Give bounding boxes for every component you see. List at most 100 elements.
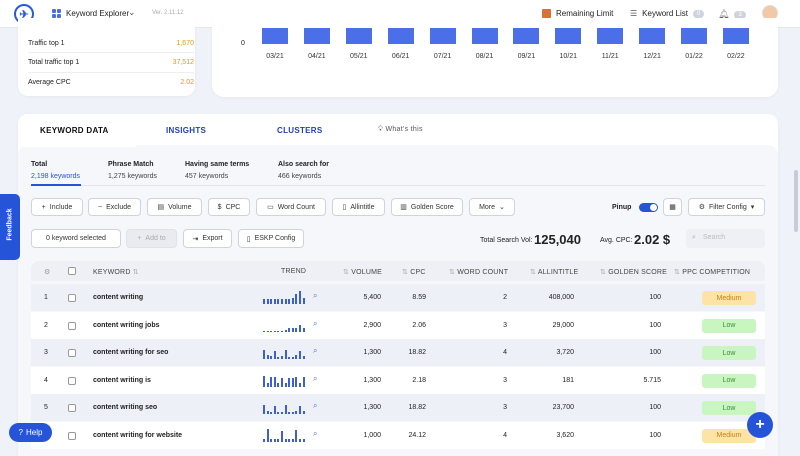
total-search-vol-label: Total Search Vol: — [480, 237, 533, 244]
include-filter-button[interactable]: + Include — [31, 198, 83, 216]
feedback-tab[interactable]: Feedback — [0, 194, 20, 260]
search-icon[interactable]: ⌕ — [313, 346, 318, 355]
caret-down-icon: ▾ — [750, 204, 755, 211]
allintitle-cell: 3,620 — [556, 431, 574, 439]
trend-bar — [295, 429, 298, 442]
search-icon: ⌕ — [692, 234, 696, 241]
filter-config-button[interactable]: ⚙ Filter Config ▾ — [688, 198, 765, 216]
golden-score-filter-button[interactable]: ▥ Golden Score — [391, 198, 463, 216]
search-input[interactable]: ⌕ Search — [686, 229, 765, 248]
scrollbar[interactable] — [794, 170, 798, 232]
keyword-cell: content writing for seo — [93, 349, 169, 356]
help-button[interactable]: ? Help — [9, 423, 52, 442]
table-row[interactable]: 5 content writing seo ⌕ 1,300 18.82 3 23,700 10… — [31, 394, 765, 421]
allintitle-filter-button[interactable]: ▯ Allintitle — [332, 198, 385, 216]
trend-bar — [281, 299, 283, 304]
col-golden-score[interactable]: ⇅ GOLDEN SCORE — [600, 268, 667, 276]
row-number: 3 — [44, 349, 48, 356]
box-icon — [542, 9, 551, 18]
tab-clusters[interactable]: CLUSTERS — [277, 126, 323, 135]
trend-bar — [288, 299, 291, 304]
trend-bar — [299, 382, 301, 387]
trend-bar — [273, 299, 276, 304]
table-row[interactable]: 6content writing for website⌕1,00024.124… — [31, 421, 765, 449]
word-count-cell: 2 — [503, 294, 507, 301]
table-row[interactable]: 4 content writing is ⌕ 1,300 2.18 3 181 5.715 Lo… — [31, 366, 765, 394]
notifications-button[interactable]: 🔔︎ 3 — [718, 9, 746, 20]
chevron-down-icon[interactable]: ⌄ — [128, 7, 136, 17]
row-checkbox[interactable] — [68, 349, 76, 357]
columns-button[interactable]: ▦ — [663, 198, 682, 216]
month-label: 03/21 — [266, 53, 284, 60]
add-to-button[interactable]: + Add to — [126, 229, 177, 248]
subtab-same-terms-count[interactable]: 457 keywords — [185, 173, 229, 180]
selected-count-text: 0 keyword selected — [46, 235, 106, 242]
remaining-limit-button[interactable]: Remaining Limit — [542, 9, 613, 18]
export-button[interactable]: ⇥ Export — [183, 229, 232, 248]
volume-filter-button[interactable]: ▤ Volume — [147, 198, 202, 216]
subtab-phrase-match-count[interactable]: 1,275 keywords — [108, 173, 158, 180]
subtab-phrase-match[interactable]: Phrase Match — [108, 161, 154, 168]
trend-bar — [288, 438, 291, 442]
more-filters-button[interactable]: More ⌄ — [469, 198, 515, 216]
trend-bar — [266, 355, 269, 359]
col-volume-label: VOLUME — [351, 269, 382, 276]
col-ppc-competition[interactable]: ⇅ PPC COMPETITION — [674, 268, 750, 276]
keyword-cell: content writing seo — [93, 404, 158, 411]
trend-bar — [281, 377, 283, 387]
exclude-filter-button[interactable]: − Exclude — [88, 198, 141, 216]
month-bar — [722, 28, 749, 44]
whats-this-link[interactable]: 💡︎ What's this — [378, 126, 423, 134]
month-bar — [262, 28, 288, 44]
add-fab-button[interactable]: + — [747, 412, 773, 438]
trend-bar — [284, 299, 287, 304]
search-icon[interactable]: ⌕ — [313, 318, 318, 328]
search-icon[interactable]: ⌕ — [313, 291, 318, 300]
word-count-filter-button[interactable]: ▭ Word Count — [256, 198, 326, 216]
tab-insights[interactable]: INSIGHTS — [166, 126, 207, 135]
search-icon[interactable]: ⌕ — [313, 428, 318, 438]
col-allintitle[interactable]: ⇅ ALLINTITLE — [530, 268, 578, 276]
col-volume[interactable]: ⇅ VOLUME — [343, 268, 382, 276]
subtab-same-terms[interactable]: Having same terms — [185, 161, 250, 168]
subtab-total-count[interactable]: 2,198 keywords — [31, 173, 81, 180]
col-cpc[interactable]: ⇅ CPC — [402, 268, 426, 276]
list-icon: ☰ — [630, 9, 638, 18]
subtab-total[interactable]: Total — [31, 161, 48, 168]
col-keyword[interactable]: KEYWORD ⇅ — [93, 268, 139, 276]
search-icon[interactable]: ⌕ — [313, 373, 318, 383]
subtab-also-search[interactable]: Also search for — [278, 161, 329, 168]
cpc-cell: 18.82 — [408, 404, 426, 411]
table-row[interactable]: 3 content writing for seo ⌕ 1,300 18.82 4 3,72… — [31, 339, 765, 366]
divider — [28, 52, 194, 53]
keyword-list-button[interactable]: ☰ Keyword List 0 — [630, 9, 705, 18]
keyword-cell: content writing for website — [93, 431, 183, 439]
search-placeholder: Search — [703, 234, 726, 241]
row-checkbox[interactable] — [68, 404, 76, 412]
plus-icon: + — [41, 203, 46, 211]
cpc-filter-button[interactable]: $ CPC — [208, 198, 250, 216]
subtab-also-search-count[interactable]: 466 keywords — [278, 173, 322, 180]
tab-keyword-data[interactable]: KEYWORD DATA — [40, 126, 109, 135]
row-checkbox[interactable] — [68, 431, 76, 440]
app-name[interactable]: Keyword Explorer — [66, 9, 130, 18]
month-label: 09/21 — [517, 53, 536, 60]
ppc-competition-badge: Medium — [702, 428, 756, 443]
pinup-toggle[interactable] — [639, 203, 658, 212]
col-word-count[interactable]: ⇅ WORD COUNT — [449, 268, 508, 276]
trend-bar — [277, 357, 280, 359]
trend-bar — [266, 411, 269, 414]
table-row[interactable]: 2 content writing jobs ⌕ 2,900 2.06 3 29,000 10… — [31, 311, 765, 339]
eskp-config-button[interactable]: ▯ ESKP Config — [238, 229, 304, 248]
table-row[interactable]: 1 content writing ⌕ 5,400 8.59 2 408,000 100 Med… — [31, 284, 765, 311]
month-bar — [555, 28, 582, 44]
row-checkbox[interactable] — [68, 294, 76, 302]
gear-icon[interactable]: ⚙ — [44, 269, 51, 276]
select-all-checkbox[interactable] — [68, 267, 76, 275]
row-checkbox[interactable] — [68, 321, 76, 330]
row-checkbox[interactable] — [68, 376, 76, 385]
month-bar — [345, 28, 372, 44]
trend-bar — [295, 376, 298, 387]
search-icon[interactable]: ⌕ — [313, 401, 318, 410]
trend-bar — [299, 291, 301, 304]
